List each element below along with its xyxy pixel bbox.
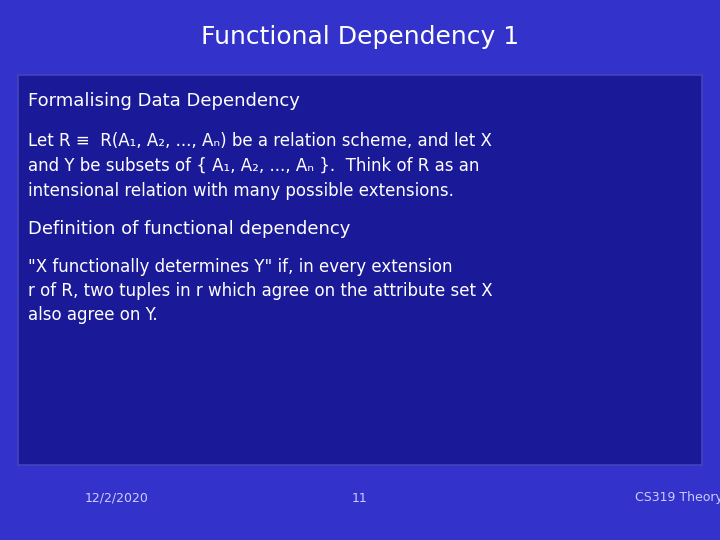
Text: 11: 11 bbox=[352, 491, 368, 504]
Text: Let R ≡  R(A₁, A₂, ..., Aₙ) be a relation scheme, and let X: Let R ≡ R(A₁, A₂, ..., Aₙ) be a relation… bbox=[28, 132, 492, 150]
Text: "X functionally determines Y" if, in every extension: "X functionally determines Y" if, in eve… bbox=[28, 258, 452, 276]
Text: intensional relation with many possible extensions.: intensional relation with many possible … bbox=[28, 182, 454, 200]
Text: CS319 Theory of Databases: CS319 Theory of Databases bbox=[635, 491, 720, 504]
Text: r of R, two tuples in r which agree on the attribute set X: r of R, two tuples in r which agree on t… bbox=[28, 282, 492, 300]
Text: 12/2/2020: 12/2/2020 bbox=[85, 491, 149, 504]
Text: Definition of functional dependency: Definition of functional dependency bbox=[28, 220, 351, 238]
Text: and Y be subsets of { A₁, A₂, ..., Aₙ }.  Think of R as an: and Y be subsets of { A₁, A₂, ..., Aₙ }.… bbox=[28, 157, 480, 175]
FancyBboxPatch shape bbox=[18, 75, 702, 465]
Text: Formalising Data Dependency: Formalising Data Dependency bbox=[28, 92, 300, 110]
Text: Functional Dependency 1: Functional Dependency 1 bbox=[201, 25, 519, 49]
Text: also agree on Y.: also agree on Y. bbox=[28, 306, 158, 324]
